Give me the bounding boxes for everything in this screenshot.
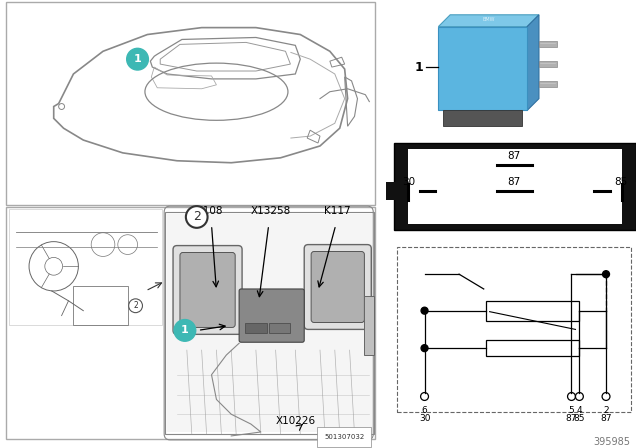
FancyBboxPatch shape bbox=[311, 251, 364, 323]
Text: 1: 1 bbox=[181, 325, 189, 336]
Circle shape bbox=[174, 319, 196, 341]
Bar bbox=[632, 182, 640, 200]
Text: 30: 30 bbox=[403, 177, 415, 187]
Bar bbox=[364, 296, 374, 355]
Bar bbox=[165, 212, 374, 434]
Bar bbox=[167, 214, 372, 432]
Text: 1: 1 bbox=[415, 60, 424, 73]
Circle shape bbox=[421, 307, 428, 314]
Circle shape bbox=[129, 299, 143, 313]
Text: 87: 87 bbox=[600, 414, 612, 423]
Text: 2: 2 bbox=[604, 406, 609, 415]
Bar bbox=[486, 340, 579, 356]
Text: X10226: X10226 bbox=[275, 416, 316, 426]
Bar bbox=[408, 149, 622, 224]
Text: 85: 85 bbox=[573, 414, 585, 423]
Bar bbox=[539, 61, 557, 67]
FancyBboxPatch shape bbox=[304, 245, 371, 329]
Text: K108: K108 bbox=[196, 206, 223, 216]
Bar bbox=[394, 143, 636, 230]
Bar bbox=[438, 26, 527, 111]
Bar bbox=[444, 111, 522, 126]
Text: 501307032: 501307032 bbox=[324, 434, 364, 440]
Polygon shape bbox=[527, 15, 539, 111]
Text: 85: 85 bbox=[614, 177, 627, 187]
Text: 1: 1 bbox=[134, 54, 141, 64]
Bar bbox=[386, 182, 398, 200]
Bar bbox=[74, 286, 127, 325]
Text: 2: 2 bbox=[193, 211, 201, 224]
Text: 2: 2 bbox=[133, 301, 138, 310]
Text: 395985: 395985 bbox=[594, 437, 630, 447]
Bar bbox=[486, 301, 579, 320]
Polygon shape bbox=[438, 15, 539, 26]
Bar bbox=[397, 246, 630, 412]
Bar bbox=[539, 81, 557, 87]
FancyBboxPatch shape bbox=[180, 253, 235, 327]
Circle shape bbox=[186, 206, 207, 228]
Text: 87: 87 bbox=[508, 151, 521, 161]
Bar bbox=[6, 207, 375, 439]
FancyBboxPatch shape bbox=[239, 289, 304, 342]
Circle shape bbox=[127, 48, 148, 70]
FancyBboxPatch shape bbox=[173, 246, 242, 334]
Text: 6: 6 bbox=[422, 406, 428, 415]
Text: 87: 87 bbox=[508, 177, 521, 187]
Bar bbox=[269, 323, 291, 333]
Bar bbox=[539, 41, 557, 47]
Bar bbox=[6, 2, 375, 205]
Bar bbox=[245, 323, 267, 333]
Text: X13258: X13258 bbox=[251, 206, 291, 216]
Text: 5: 5 bbox=[568, 406, 574, 415]
Text: 87: 87 bbox=[566, 414, 577, 423]
Text: 30: 30 bbox=[419, 414, 430, 423]
Circle shape bbox=[421, 345, 428, 352]
Bar bbox=[10, 209, 162, 325]
Text: K117: K117 bbox=[324, 206, 351, 216]
Text: BMW: BMW bbox=[483, 17, 495, 22]
Text: 4: 4 bbox=[577, 406, 582, 415]
Circle shape bbox=[603, 271, 609, 278]
